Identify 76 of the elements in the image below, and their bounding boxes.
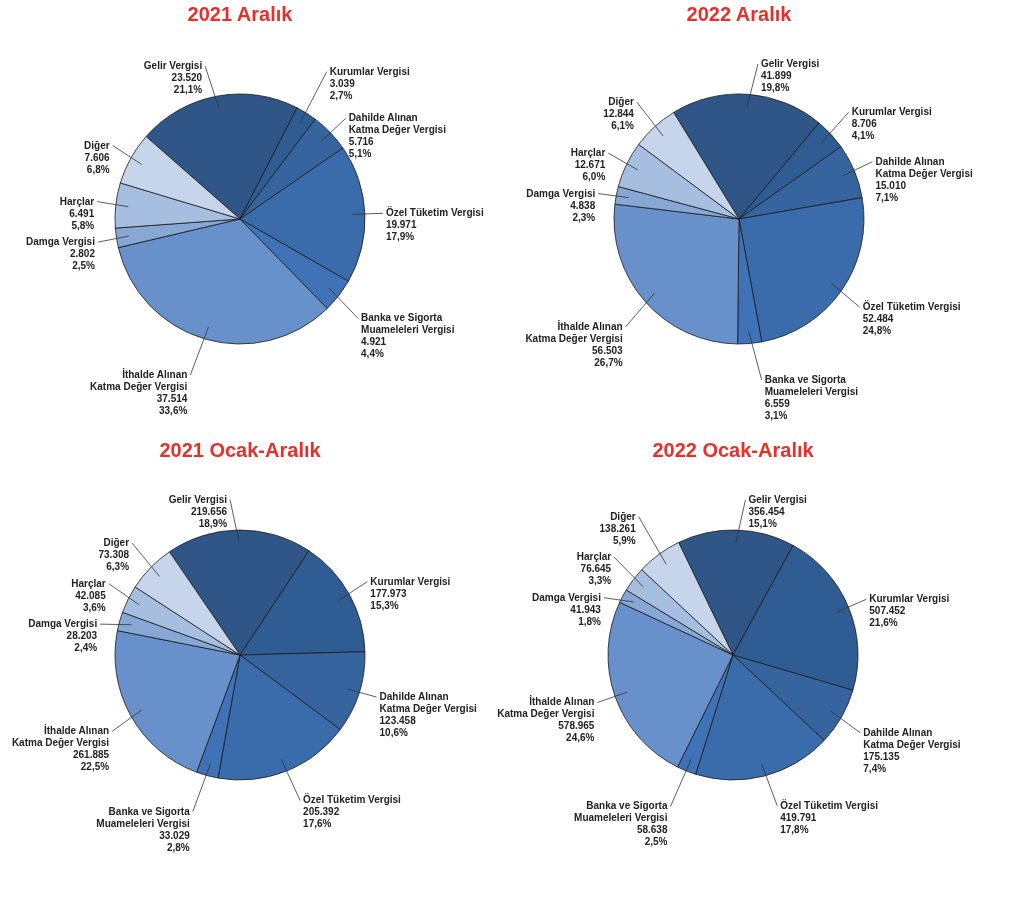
data-label: 219.656 18,9% [190, 505, 228, 529]
data-label: 4.921 4,4% [361, 336, 387, 360]
slice-label: Harçlar [576, 551, 612, 563]
slice-label: Damga Vergisi [526, 187, 596, 199]
slice-label: Gelir Vergisi [760, 58, 820, 70]
data-label: 56.503 26,7% [592, 344, 624, 368]
slice-label: Gelir Vergisi [143, 60, 203, 72]
data-label: 73.308 6,3% [98, 549, 130, 573]
data-label: 12.671 6,0% [574, 159, 606, 183]
data-label: 578.965 24,6% [558, 720, 595, 744]
slice-label: Harçlar [570, 147, 606, 159]
slice-label: Dahilde Alınan Katma Değer Vergisi [875, 155, 973, 179]
data-label: 6.559 3,1% [764, 397, 791, 421]
slice-label: Damga Vergisi [28, 618, 98, 630]
data-label: 41.943 1,8% [570, 603, 602, 627]
slice-label: Diğer [610, 510, 636, 522]
data-label: 356.454 15,1% [748, 505, 786, 529]
data-label: 175.135 7,4% [863, 750, 900, 774]
slice-label: Kurumlar Vergisi [869, 593, 950, 605]
slice-label: Harçlar [59, 195, 95, 207]
slice-label: Damga Vergisi [26, 236, 96, 248]
data-label: 28.203 2,4% [66, 630, 98, 654]
slice-label: Diğer [608, 96, 635, 108]
slice-label: Banka ve Sigorta Muameleleri Vergisi [764, 373, 859, 397]
slice-label: Banka ve Sigorta Muameleleri Vergisi [361, 312, 455, 336]
data-label: 8.706 4,1% [851, 118, 878, 142]
data-label: 507.452 21,6% [869, 605, 906, 629]
data-label: 4.838 2,3% [570, 199, 596, 223]
slice-label: Dahilde Alınan Katma Değer Vergisi [348, 112, 447, 136]
slice-label: Diğer [84, 139, 110, 151]
chart-title: 2022 Aralık [686, 3, 793, 25]
data-label: 42.085 3,6% [75, 589, 107, 613]
data-label: 37.514 33,6% [156, 392, 188, 416]
slice-label: Dahilde Alınan Katma Değer Vergisi [863, 726, 961, 750]
data-label: 3.039 2,7% [329, 77, 356, 101]
data-label: 138.261 5,9% [599, 522, 637, 546]
slice-label: Damga Vergisi [532, 591, 602, 603]
data-label: 205.392 17,6% [303, 806, 340, 830]
data-label: 419.791 17,8% [780, 811, 817, 835]
slice-label: İthalde Alınan Katma Değer Vergisi [90, 367, 188, 392]
data-label: 76.645 3,3% [580, 563, 612, 587]
data-label: 23.520 21,1% [171, 72, 203, 96]
slice-label: Gelir Vergisi [168, 493, 228, 505]
slice-label: Özel Tüketim Vergisi [780, 798, 879, 811]
slice-label: İthalde Alınan Katma Değer Vergisi [525, 319, 623, 344]
data-label: 33.029 2,8% [159, 829, 191, 853]
slice-label: Özel Tüketim Vergisi [385, 206, 484, 219]
data-label: 7.606 6,8% [84, 151, 111, 175]
slice-label: Kurumlar Vergisi [370, 575, 451, 587]
chart-title: 2022 Ocak-Aralık [652, 439, 815, 461]
data-label: 6.491 5,8% [69, 207, 95, 231]
data-label: 12.844 6,1% [603, 108, 635, 132]
slice-label: Kurumlar Vergisi [851, 106, 932, 118]
slice-label: Dahilde Alınan Katma Değer Vergisi [379, 691, 478, 715]
data-label: 15.010 7,1% [875, 179, 907, 203]
slice-label: Özel Tüketim Vergisi [303, 793, 402, 806]
data-label: 52.484 24,8% [862, 313, 894, 337]
chart-title: 2021 Ocak-Aralık [159, 439, 322, 461]
data-label: 19.971 17,9% [385, 219, 417, 243]
slice-label: Harçlar [71, 577, 106, 589]
chart-title: 2021 Aralık [187, 3, 294, 25]
data-label: 261.885 22,5% [72, 749, 110, 773]
data-label: 2.802 2,5% [69, 248, 96, 272]
data-label: 123.458 10,6% [379, 715, 417, 739]
slice-label: Banka ve Sigorta Muameleleri Vergisi [96, 805, 191, 829]
slice-label: İthalde Alınan Katma Değer Vergisi [497, 695, 595, 720]
data-label: 41.899 19,8% [760, 70, 792, 94]
data-label: 5.716 5,1% [348, 136, 375, 160]
slice-label: Gelir Vergisi [748, 493, 808, 505]
data-label: 58.638 2,5% [636, 824, 668, 848]
slice-label: Kurumlar Vergisi [329, 65, 410, 77]
slice-label: Banka ve Sigorta Muameleleri Vergisi [574, 800, 668, 824]
slice-label: Özel Tüketim Vergisi [862, 300, 961, 313]
data-label: 177.973 15,3% [370, 587, 407, 611]
slice-label: Diğer [103, 537, 130, 549]
slice-label: İthalde Alınan Katma Değer Vergisi [11, 724, 110, 749]
